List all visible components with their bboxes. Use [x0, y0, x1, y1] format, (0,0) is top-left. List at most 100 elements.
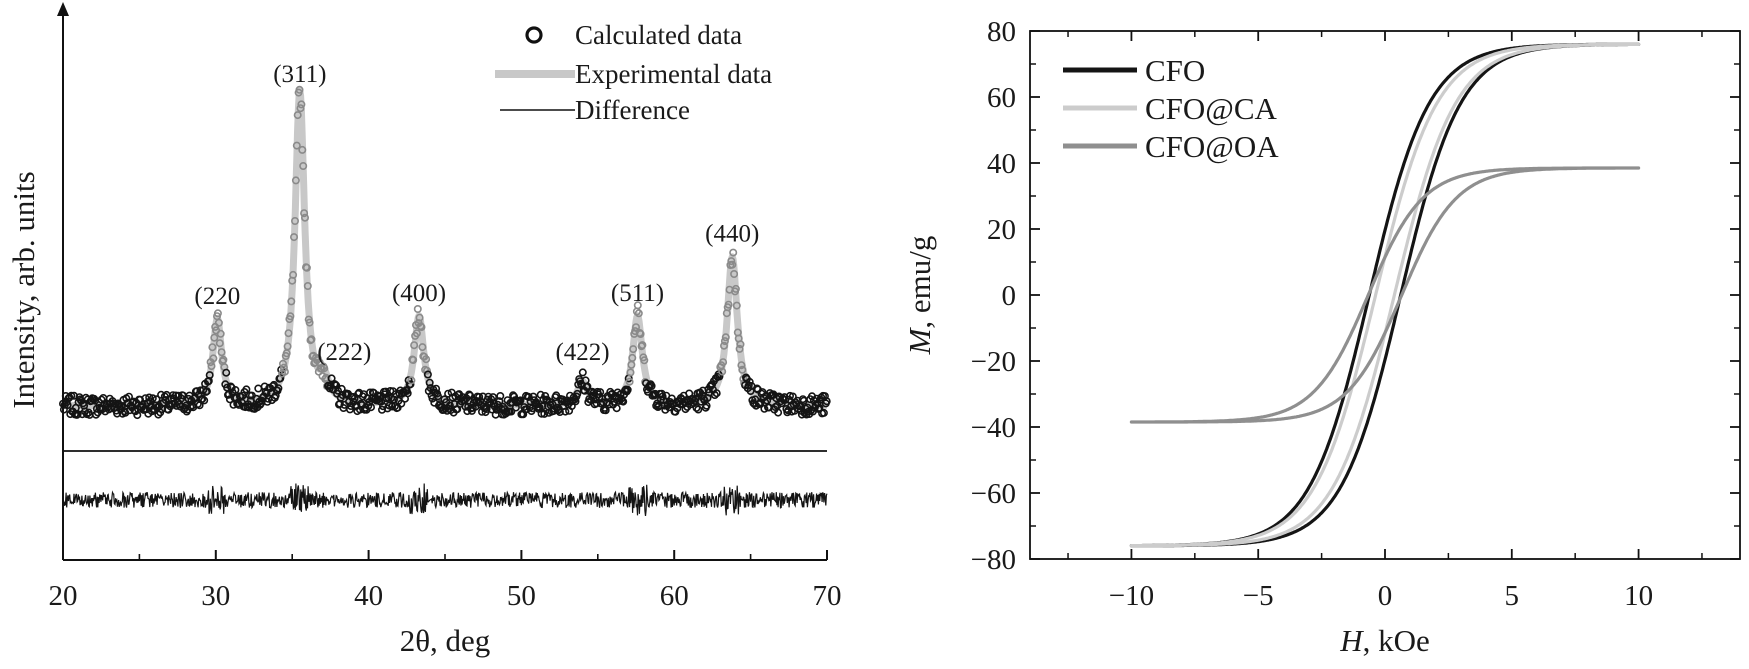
calculated-point	[200, 396, 209, 405]
calculated-point	[729, 248, 738, 257]
xrd-x-tick-label: 70	[813, 580, 842, 612]
calculated-point	[208, 343, 217, 352]
calculated-point	[774, 408, 783, 417]
calculated-point	[279, 363, 288, 372]
calculated-point	[702, 401, 711, 410]
calculated-point	[286, 312, 295, 321]
calculated-point	[307, 335, 316, 344]
mh-y-axis-label: M, emu/g	[902, 236, 937, 356]
calculated-point	[819, 408, 828, 417]
calculated-point	[125, 392, 134, 401]
calculated-point	[406, 380, 415, 389]
calculated-point	[280, 367, 289, 376]
mh-y-tick-label: −60	[971, 478, 1016, 510]
xrd-legend: Calculated data Experimental data Differ…	[495, 20, 772, 125]
calculated-point	[629, 345, 638, 354]
calculated-point	[320, 364, 329, 373]
calculated-point	[496, 391, 505, 400]
mh-y-tick-label: 60	[987, 82, 1016, 114]
peak-label: (222)	[317, 339, 371, 366]
calculated-point	[601, 406, 610, 415]
calculated-point	[519, 410, 528, 419]
calculated-point	[623, 385, 632, 394]
xrd-x-tick-label: 20	[49, 580, 78, 612]
calculated-point	[537, 409, 546, 418]
calculated-point	[418, 343, 427, 352]
mh-curves	[1129, 42, 1641, 548]
calculated-point	[822, 397, 831, 406]
difference-line	[62, 483, 828, 516]
calculated-point	[718, 367, 727, 376]
calculated-point	[415, 313, 424, 322]
xrd-difference	[62, 483, 828, 516]
calculated-point	[229, 400, 238, 409]
calculated-point	[296, 104, 305, 113]
mh-x-tick-label: 0	[1378, 580, 1393, 612]
calculated-point	[735, 344, 744, 353]
calculated-point	[295, 85, 304, 94]
calculated-point	[746, 386, 755, 395]
mh-y-tick-label: 20	[987, 214, 1016, 246]
mh-y-tick-label: 0	[1002, 280, 1017, 312]
calculated-point	[638, 341, 647, 350]
peak-label: (511)	[611, 280, 664, 307]
calculated-point	[475, 392, 484, 401]
calculated-point	[409, 355, 418, 364]
calculated-point	[254, 384, 263, 393]
mh-y-tick-label: −40	[971, 412, 1016, 444]
calculated-point	[738, 365, 747, 374]
calculated-point	[284, 329, 293, 338]
xrd-y-axis-label: Intensity, arb. units	[6, 171, 41, 408]
calculated-point	[377, 397, 386, 406]
peak-label: (440)	[705, 220, 759, 247]
calculated-point	[445, 401, 454, 410]
calculated-point	[317, 364, 326, 373]
calculated-point	[403, 389, 412, 398]
experimental-data-line	[60, 87, 830, 410]
calculated-point	[289, 233, 298, 242]
calculated-point	[214, 318, 223, 327]
calculated-point	[287, 297, 296, 306]
calculated-point	[145, 393, 154, 402]
calculated-point	[425, 378, 434, 387]
xrd-peak-labels: (220 (311) (222) (400) (422) (511) (440)	[194, 61, 759, 366]
calculated-point	[658, 392, 667, 401]
calculated-point	[541, 391, 550, 400]
calculated-point	[719, 358, 728, 367]
calculated-point	[303, 281, 312, 290]
calculated-point	[210, 333, 219, 342]
mh-y-tick-label: 40	[987, 148, 1016, 180]
calculated-point	[313, 354, 322, 363]
calculated-point	[634, 309, 643, 318]
mh-legend-label: CFO	[1145, 53, 1205, 88]
calculated-point	[636, 329, 645, 338]
calculated-point	[366, 403, 375, 412]
calculated-point	[209, 354, 218, 363]
calculated-point	[152, 395, 161, 404]
calculated-point	[561, 407, 570, 416]
calculated-point	[721, 333, 730, 342]
calculated-point	[242, 385, 251, 394]
calculated-point	[724, 300, 733, 309]
xrd-x-ticks: 20 30 40 50 60 70	[49, 550, 842, 612]
mh-panel: −80 −60 −40 −20 0 20 40 60 80 −10 −5 0 5 10 CFOCFO@C…	[902, 16, 1741, 658]
calculated-point	[412, 329, 421, 338]
calculated-point	[516, 396, 525, 405]
legend-difference-label: Difference	[575, 95, 690, 125]
calculated-point	[730, 269, 739, 278]
calculated-point	[413, 304, 422, 313]
calculated-point	[736, 340, 745, 349]
mh-x-tick-label: −5	[1243, 580, 1274, 612]
xrd-x-tick-label: 50	[507, 580, 536, 612]
mh-x-tick-label: 10	[1624, 580, 1653, 612]
peak-label: (220	[194, 283, 240, 310]
calculated-point	[444, 389, 453, 398]
calculated-point	[712, 389, 721, 398]
calculated-point	[507, 407, 516, 416]
calculated-point	[573, 389, 582, 398]
mh-y-tick-label: −20	[971, 346, 1016, 378]
calculated-point	[215, 339, 224, 348]
calculated-point	[198, 394, 207, 403]
calculated-point	[300, 213, 309, 222]
